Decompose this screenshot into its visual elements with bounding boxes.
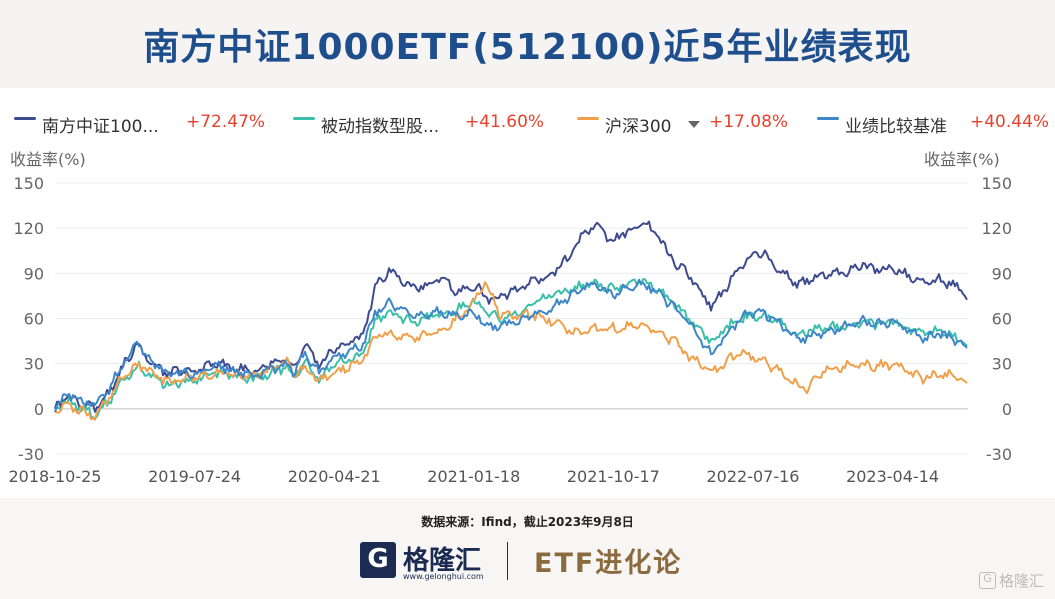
series-line-2 xyxy=(54,281,968,421)
y-tick-left-4: 90 xyxy=(24,264,44,283)
legend-value-3: +40.44% xyxy=(970,112,1050,132)
watermark-mark: G xyxy=(983,572,992,585)
logo-text: 格隆汇 xyxy=(403,546,482,576)
y-tick-right-6: 150 xyxy=(981,174,1012,193)
y-axis-title-left: 收益率(%) xyxy=(10,150,86,169)
y-tick-left-5: 120 xyxy=(13,219,44,238)
legend-value-1: +41.60% xyxy=(465,112,545,132)
gelonghui-logo-icon: G xyxy=(360,542,396,578)
legend-item-2[interactable]: 沪深300 xyxy=(605,117,672,137)
y-tick-left-1: 0 xyxy=(34,400,44,419)
y-axis-title-right: 收益率(%) xyxy=(924,150,1000,169)
series-line-1 xyxy=(54,278,968,420)
legend-swatch-0 xyxy=(14,117,36,120)
brand-name: ETF进化论 xyxy=(534,548,683,579)
footer-divider xyxy=(507,542,508,580)
series-line-3 xyxy=(54,278,968,413)
logo-mark: G xyxy=(367,544,389,574)
x-tick-1: 2019-07-24 xyxy=(148,467,241,486)
x-tick-5: 2022-07-16 xyxy=(706,467,799,486)
y-tick-right-0: -30 xyxy=(986,445,1012,464)
x-tick-4: 2021-10-17 xyxy=(567,467,660,486)
watermark-icon: G xyxy=(979,572,996,589)
y-tick-right-3: 60 xyxy=(992,310,1012,329)
legend: 南方中证100... +72.47% 被动指数型股... +41.60% 沪深3… xyxy=(0,106,1055,142)
y-tick-left-6: 150 xyxy=(13,174,44,193)
caret-down-icon[interactable] xyxy=(688,121,700,128)
data-source: 数据来源：Ifind，截止2023年9月8日 xyxy=(421,515,634,529)
legend-swatch-1 xyxy=(293,117,315,120)
y-tick-left-2: 30 xyxy=(24,355,44,374)
legend-swatch-2 xyxy=(577,117,599,120)
x-tick-0: 2018-10-25 xyxy=(9,467,102,486)
legend-value-2: +17.08% xyxy=(709,112,789,132)
legend-swatch-3 xyxy=(817,117,839,120)
legend-value-0: +72.47% xyxy=(186,112,266,132)
legend-item-0[interactable]: 南方中证100... xyxy=(42,117,159,137)
y-tick-right-2: 30 xyxy=(992,355,1012,374)
series-line-0 xyxy=(54,220,968,413)
legend-item-3[interactable]: 业绩比较基准 xyxy=(845,117,947,137)
watermark: 格隆汇 xyxy=(999,572,1045,590)
logo-url: www.gelonghui.com xyxy=(403,572,484,581)
y-tick-right-4: 90 xyxy=(992,264,1012,283)
y-tick-right-5: 120 xyxy=(981,219,1012,238)
x-tick-2: 2020-04-21 xyxy=(288,467,381,486)
x-tick-6: 2023-04-14 xyxy=(846,467,939,486)
footer-band xyxy=(0,498,1055,599)
chart-title: 南方中证1000ETF(512100)近5年业绩表现 xyxy=(143,27,912,68)
title-band xyxy=(0,0,1055,88)
legend-item-1[interactable]: 被动指数型股... xyxy=(321,117,440,137)
y-tick-left-3: 60 xyxy=(24,310,44,329)
line-chart: -30 -30 0 0 30 30 60 60 90 90 120 120 150 150 2018-10-… xyxy=(9,174,1012,486)
y-tick-left-0: -30 xyxy=(18,445,44,464)
y-tick-right-1: 0 xyxy=(1002,400,1012,419)
x-tick-3: 2021-01-18 xyxy=(427,467,520,486)
